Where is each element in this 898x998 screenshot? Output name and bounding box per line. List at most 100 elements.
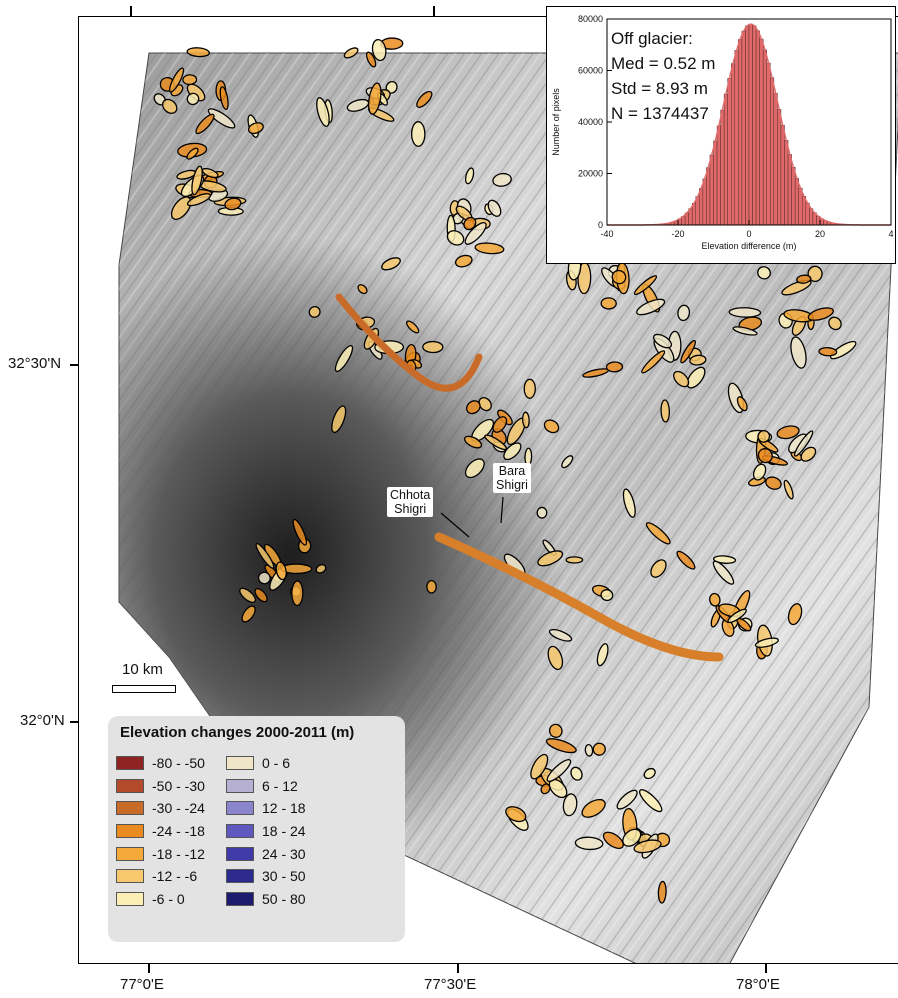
y-tick-label: 40000 — [578, 117, 603, 127]
glacier-outline — [247, 122, 264, 135]
legend-item: -30 - -24 — [116, 797, 205, 820]
glacier-outline — [195, 113, 215, 135]
glacier-outline — [796, 274, 812, 284]
legend-swatch — [116, 756, 144, 771]
legend-item: 18 - 24 — [226, 820, 306, 843]
legend-column-left: -80 - -50 -50 - -30 -30 - -24 -24 - -18 -18 … — [116, 752, 205, 910]
glacier-outline — [657, 880, 667, 904]
bottom-tick-2 — [457, 964, 459, 973]
y-tick-label: 20000 — [578, 169, 603, 179]
legend-swatch — [226, 801, 254, 816]
legend-item: -24 - -18 — [116, 820, 205, 843]
glacier-outline — [523, 378, 536, 399]
histogram-bar — [802, 196, 807, 226]
stats-median: Med = 0.52 m — [611, 54, 716, 73]
glacier-outline — [537, 550, 564, 567]
legend-item: -12 - -6 — [116, 865, 205, 888]
legend-label: -12 - -6 — [152, 868, 198, 885]
glacier-outline — [645, 522, 671, 545]
glacier-outline — [484, 434, 508, 451]
glacier-outline — [410, 121, 426, 147]
glacier-outline — [464, 222, 487, 245]
glacier-outline — [161, 98, 178, 114]
glacier-outline — [367, 82, 382, 115]
glacier-outline — [712, 555, 737, 564]
histogram-bar — [738, 39, 743, 226]
glacier-outline — [765, 476, 782, 490]
glacier-outline — [466, 400, 481, 415]
legend-label: 24 - 30 — [262, 845, 306, 862]
glacier-outline — [207, 108, 236, 129]
legend-label: -18 - -12 — [152, 845, 205, 862]
glacier-outline — [224, 197, 242, 211]
glacier-outline — [793, 430, 814, 457]
glacier-outline — [584, 743, 594, 757]
y-tick-label: 80000 — [578, 14, 603, 24]
legend-item: 50 - 80 — [226, 888, 306, 911]
glacier-outline — [275, 561, 287, 581]
histogram-inset: 0 20000 40000 60000 80000 -40 -20 0 20 4 Elevation… — [546, 6, 896, 264]
legend-swatch — [226, 891, 254, 906]
glacier-outline — [600, 297, 617, 310]
histogram-bar — [748, 23, 753, 226]
legend-label: -24 - -18 — [152, 823, 205, 840]
glacier-outline — [641, 350, 666, 374]
glacier-outline — [335, 293, 483, 392]
glacier-outline — [781, 279, 812, 296]
glacier-outline — [254, 588, 268, 603]
stats-count: N = 1374437 — [611, 104, 709, 123]
legend-swatch — [116, 846, 144, 861]
legend-label: 6 - 12 — [262, 777, 298, 794]
glacier-outline — [757, 266, 771, 280]
bottom-tick-1 — [148, 964, 150, 973]
glacier-outline — [732, 326, 758, 336]
legend-swatch — [226, 824, 254, 839]
histogram-bar — [784, 140, 789, 226]
glacier-outline — [463, 216, 477, 231]
glacier-outline — [540, 783, 551, 795]
glacier-outline — [503, 442, 522, 461]
glacier-outline — [492, 172, 512, 187]
x-tick-label: -40 — [600, 229, 613, 239]
legend-item: -50 - -30 — [116, 775, 205, 798]
histogram-bar — [777, 109, 782, 226]
glacier-outline — [464, 167, 475, 185]
glacier-outline — [186, 147, 199, 160]
glacier-outline — [689, 354, 707, 366]
scale-bar — [112, 685, 176, 693]
histogram-bar — [695, 196, 700, 226]
histogram-bar — [798, 187, 803, 226]
glacier-outline — [547, 645, 564, 671]
glacier-outline — [548, 723, 563, 738]
lat-label-32-0: 32°0'N — [20, 712, 65, 729]
glacier-outline — [186, 47, 210, 58]
histogram-bar — [780, 124, 785, 226]
glacier-outline — [381, 257, 401, 271]
glacier-outlines — [153, 37, 857, 904]
glacier-outline — [186, 193, 212, 207]
glacier-outline — [570, 766, 583, 781]
glacier-outline — [611, 269, 627, 285]
legend-swatch — [116, 778, 144, 793]
legend-item: 24 - 30 — [226, 842, 306, 865]
lon-label-77-30: 77°30'E — [424, 976, 477, 993]
glacier-outline — [727, 608, 747, 624]
legend-label: 12 - 18 — [262, 800, 306, 817]
glacier-outline — [728, 307, 762, 318]
glacier-outline — [638, 789, 663, 813]
glacier-outline — [316, 97, 330, 127]
glacier-outline — [219, 86, 229, 111]
histogram-bar — [755, 30, 760, 226]
legend-item: -18 - -12 — [116, 842, 205, 865]
glacier-outline — [371, 38, 387, 62]
legend-label: 18 - 24 — [262, 823, 306, 840]
glacier-outline — [757, 448, 773, 464]
histogram-bar — [745, 25, 750, 226]
glacier-outline — [308, 305, 321, 318]
y-tick-label: 0 — [598, 220, 603, 230]
legend-column-right: 0 - 6 6 - 12 12 - 18 18 - 24 24 - 30 30 - 50 5… — [226, 752, 306, 910]
glacier-outline — [783, 479, 794, 500]
glacier-outline — [633, 275, 658, 296]
glacier-outline — [680, 339, 696, 364]
legend-label: 0 - 6 — [262, 755, 291, 772]
